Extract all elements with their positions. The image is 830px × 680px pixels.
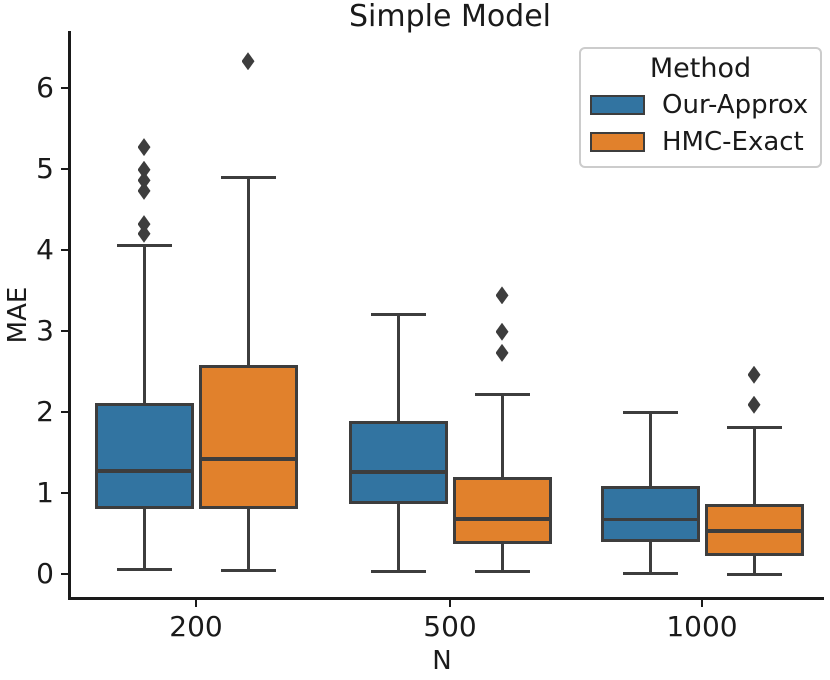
whisker-cap-high-hmc-exact-200	[220, 175, 276, 179]
outlier-diamond	[747, 395, 761, 414]
outlier-diamond	[495, 343, 509, 362]
whisker-cap-low-hmc-exact-500	[474, 570, 530, 574]
legend-swatch-our-approx	[590, 94, 645, 115]
y-tick-label: 2	[36, 395, 54, 428]
whisker-cap-high-our-approx-1000	[622, 410, 678, 414]
legend: Method Our-Approx HMC-Exact	[579, 47, 822, 168]
legend-entry: Our-Approx	[581, 86, 820, 123]
legend-title: Method	[649, 53, 752, 84]
box-hmc-exact-200	[198, 365, 298, 510]
outlier-diamond	[495, 286, 509, 305]
whisker-cap-high-hmc-exact-500	[474, 392, 530, 396]
median-our-approx-1000	[603, 517, 697, 522]
whisker-cap-low-hmc-exact-1000	[726, 572, 782, 576]
y-tick-label: 5	[36, 152, 54, 185]
outlier-diamond	[495, 322, 509, 341]
median-hmc-exact-200	[201, 457, 295, 461]
y-tick	[61, 329, 69, 333]
outlier-diamond	[137, 224, 151, 243]
legend-label: Our-Approx	[662, 89, 809, 120]
outlier-diamond	[241, 52, 255, 71]
whisker-cap-high-our-approx-200	[116, 244, 172, 248]
x-tick-label: 200	[169, 610, 223, 643]
outlier-diamond	[137, 160, 151, 179]
chart-title: Simple Model	[348, 0, 552, 34]
whisker-cap-low-hmc-exact-200	[220, 569, 276, 573]
outlier-diamond	[137, 181, 151, 200]
outlier-diamond	[137, 138, 151, 157]
legend-label: HMC-Exact	[662, 126, 804, 157]
y-tick-label: 0	[36, 557, 54, 590]
y-tick-label: 3	[36, 314, 54, 347]
y-tick	[61, 167, 69, 171]
x-tick-label: 1000	[666, 610, 738, 643]
x-tick	[700, 599, 704, 607]
x-tick	[448, 599, 452, 607]
y-tick	[61, 86, 69, 90]
legend-entry: HMC-Exact	[581, 123, 820, 160]
y-tick	[61, 572, 69, 576]
outlier-diamond	[137, 171, 151, 190]
x-axis-label: N	[432, 646, 452, 676]
x-tick	[194, 599, 198, 607]
whisker-hmc-exact-1000	[752, 427, 756, 574]
y-tick-label: 6	[36, 71, 54, 104]
median-hmc-exact-1000	[707, 529, 801, 533]
x-tick-label: 500	[423, 610, 477, 643]
y-tick	[61, 248, 69, 252]
x-axis-spine	[68, 597, 824, 600]
y-tick-label: 1	[36, 476, 54, 509]
y-axis-spine	[68, 31, 71, 599]
outlier-diamond	[747, 365, 761, 384]
whisker-cap-low-our-approx-200	[116, 568, 172, 572]
median-our-approx-200	[97, 469, 191, 473]
whisker-cap-low-our-approx-500	[370, 570, 426, 574]
whisker-cap-high-our-approx-500	[370, 313, 426, 317]
box-our-approx-1000	[600, 485, 700, 543]
whisker-cap-low-our-approx-1000	[622, 571, 678, 575]
median-our-approx-500	[351, 470, 445, 474]
y-tick	[61, 410, 69, 414]
box-our-approx-200	[94, 403, 194, 510]
legend-swatch-hmc-exact	[590, 131, 645, 152]
whisker-cap-high-hmc-exact-1000	[726, 425, 782, 429]
box-hmc-exact-500	[452, 476, 552, 545]
box-our-approx-500	[348, 420, 448, 505]
median-hmc-exact-500	[455, 517, 549, 521]
outlier-diamond	[137, 215, 151, 234]
y-tick	[61, 491, 69, 495]
y-tick-label: 4	[36, 233, 54, 266]
